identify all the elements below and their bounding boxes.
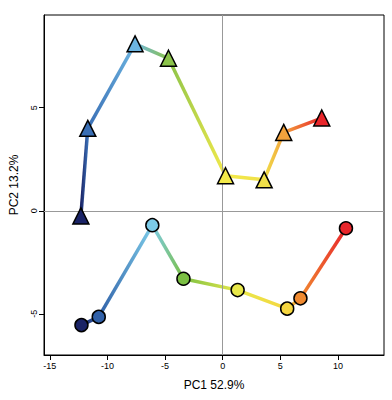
svg-text:-5: -5 xyxy=(161,361,169,371)
svg-text:-5: -5 xyxy=(29,310,39,318)
svg-text:0: 0 xyxy=(220,361,225,371)
svg-text:PC1 52.9%: PC1 52.9% xyxy=(184,378,245,392)
svg-text:5: 5 xyxy=(278,361,283,371)
svg-text:PC2 13.2%: PC2 13.2% xyxy=(7,154,21,215)
svg-text:10: 10 xyxy=(333,361,343,371)
svg-text:5: 5 xyxy=(29,105,39,110)
svg-text:-10: -10 xyxy=(101,361,114,371)
svg-text:-15: -15 xyxy=(43,361,56,371)
svg-text:0: 0 xyxy=(29,208,39,213)
